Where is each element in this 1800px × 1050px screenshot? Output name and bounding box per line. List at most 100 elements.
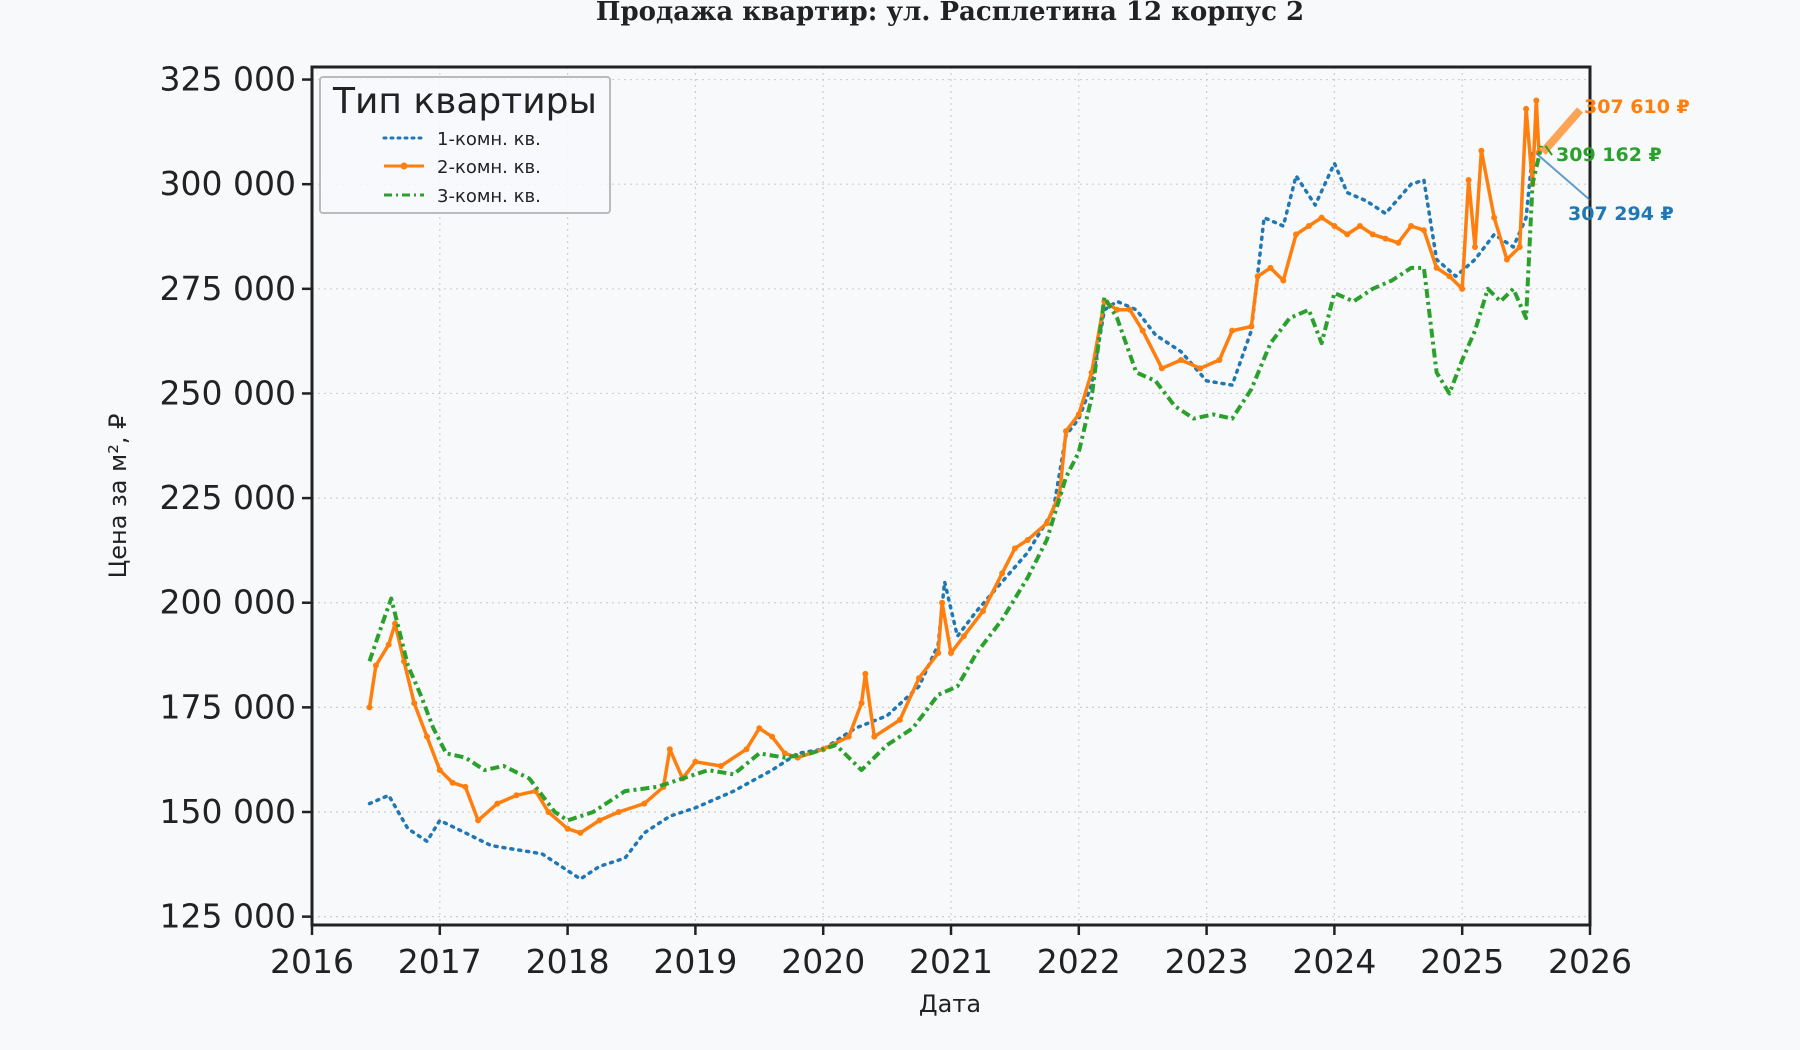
data-point-2room bbox=[1305, 223, 1312, 230]
legend-entry-1room: 1-комн. кв. bbox=[437, 129, 541, 150]
data-point-2room bbox=[475, 817, 482, 824]
y-tick-label: 275 000 bbox=[160, 269, 296, 308]
x-tick-label: 2016 bbox=[270, 942, 354, 981]
data-point-2room bbox=[564, 825, 571, 832]
y-axis: 125 000 150 000 175 000 200 000 225 000 250 0… bbox=[160, 60, 312, 936]
data-point-2room bbox=[692, 758, 699, 765]
data-point-2room bbox=[1318, 214, 1325, 221]
data-point-2room bbox=[545, 808, 552, 815]
x-tick-label: 2022 bbox=[1037, 942, 1121, 981]
data-point-2room bbox=[401, 658, 408, 665]
data-point-2room bbox=[1248, 323, 1255, 330]
data-point-2room bbox=[449, 779, 456, 786]
y-tick-label: 175 000 bbox=[160, 687, 296, 726]
data-point-2room bbox=[1478, 147, 1485, 154]
x-axis-label: Дата bbox=[919, 990, 981, 1018]
data-point-2room bbox=[1293, 231, 1300, 238]
annotation-3room: 309 162 ₽ bbox=[1556, 144, 1662, 166]
data-point-2room bbox=[641, 800, 648, 807]
data-point-2room bbox=[1516, 243, 1523, 250]
data-point-2room bbox=[1178, 356, 1185, 363]
data-point-2room bbox=[781, 750, 788, 757]
data-point-2room bbox=[1267, 264, 1274, 271]
data-point-2room bbox=[372, 662, 379, 669]
data-point-2room bbox=[717, 762, 724, 769]
data-point-2room bbox=[999, 570, 1006, 577]
x-tick-label: 2026 bbox=[1548, 942, 1632, 981]
data-point-2room bbox=[756, 725, 763, 732]
data-point-2room bbox=[1043, 520, 1050, 527]
annotation-arrow-2room bbox=[1539, 107, 1584, 155]
data-point-2room bbox=[462, 783, 469, 790]
data-point-2room bbox=[1254, 273, 1261, 280]
data-point-2room bbox=[935, 649, 942, 656]
data-point-2room bbox=[960, 633, 967, 640]
x-tick-label: 2020 bbox=[781, 942, 865, 981]
grid bbox=[312, 67, 1590, 925]
data-point-2room bbox=[596, 817, 603, 824]
y-tick-label: 250 000 bbox=[160, 373, 296, 412]
x-tick-label: 2021 bbox=[909, 942, 993, 981]
data-point-2room bbox=[1331, 223, 1338, 230]
x-tick-label: 2017 bbox=[398, 942, 482, 981]
data-point-2room bbox=[436, 767, 443, 774]
data-point-2room bbox=[1344, 231, 1351, 238]
data-point-2room bbox=[871, 733, 878, 740]
data-point-2room bbox=[1139, 327, 1146, 334]
data-point-2room bbox=[1229, 327, 1236, 334]
x-tick-label: 2025 bbox=[1420, 942, 1504, 981]
y-axis-label: Цена за м², ₽ bbox=[104, 414, 132, 579]
data-point-2room bbox=[1356, 223, 1363, 230]
data-point-2room bbox=[1465, 177, 1472, 184]
annotation-1room: 307 294 ₽ bbox=[1568, 203, 1674, 225]
x-tick-label: 2024 bbox=[1292, 942, 1376, 981]
data-point-2room bbox=[1075, 411, 1082, 418]
y-tick-label: 125 000 bbox=[160, 897, 296, 936]
data-point-2room bbox=[1503, 256, 1510, 263]
data-point-2room bbox=[411, 700, 418, 707]
series-line-3room bbox=[367, 145, 1544, 823]
data-point-2room bbox=[577, 829, 584, 836]
x-tick-label: 2018 bbox=[526, 942, 610, 981]
legend: Тип квартиры 1-комн. кв. 2-комн. кв. 3-к… bbox=[319, 76, 611, 214]
data-point-2room bbox=[1533, 97, 1540, 104]
legend-entry-2room: 2-комн. кв. bbox=[437, 157, 541, 178]
data-point-2room bbox=[916, 675, 923, 682]
data-point-2room bbox=[385, 641, 392, 648]
data-point-2room bbox=[1395, 239, 1402, 246]
data-point-2room bbox=[896, 716, 903, 723]
x-tick-label: 2023 bbox=[1165, 942, 1249, 981]
y-tick-label: 150 000 bbox=[160, 792, 296, 831]
y-tick-label: 225 000 bbox=[160, 478, 296, 517]
series-layer bbox=[366, 97, 1544, 881]
annotation-arrow-1room bbox=[1535, 152, 1591, 201]
data-point-2room bbox=[979, 608, 986, 615]
data-point-2room bbox=[948, 649, 954, 656]
legend-marker-2room bbox=[400, 162, 408, 170]
data-point-2room bbox=[858, 700, 865, 707]
data-point-2room bbox=[1446, 273, 1453, 280]
legend-title: Тип квартиры bbox=[332, 81, 597, 122]
series-line-1room bbox=[367, 151, 1535, 881]
data-point-2room bbox=[1280, 277, 1287, 284]
y-tick-label: 300 000 bbox=[160, 164, 296, 203]
data-point-2room bbox=[424, 733, 431, 740]
data-point-2room bbox=[743, 746, 750, 753]
annotations: 307 610 ₽ 309 162 ₽ 307 294 ₽ bbox=[1535, 96, 1690, 225]
data-point-2room bbox=[1126, 306, 1133, 313]
data-point-2room bbox=[513, 792, 520, 799]
x-tick-label: 2019 bbox=[653, 942, 737, 981]
data-point-2room bbox=[1471, 243, 1478, 250]
legend-entry-3room: 3-комн. кв. bbox=[437, 186, 541, 207]
data-point-2room bbox=[845, 733, 852, 740]
data-point-2room bbox=[615, 808, 622, 815]
data-point-2room bbox=[1420, 227, 1427, 234]
y-tick-label: 325 000 bbox=[160, 60, 296, 99]
data-point-2room bbox=[1382, 235, 1389, 242]
data-point-2room bbox=[1158, 365, 1165, 372]
data-point-2room bbox=[769, 733, 776, 740]
annotation-arrow-3room bbox=[1544, 145, 1553, 156]
data-point-2room bbox=[1063, 428, 1070, 435]
data-point-2room bbox=[666, 746, 673, 753]
